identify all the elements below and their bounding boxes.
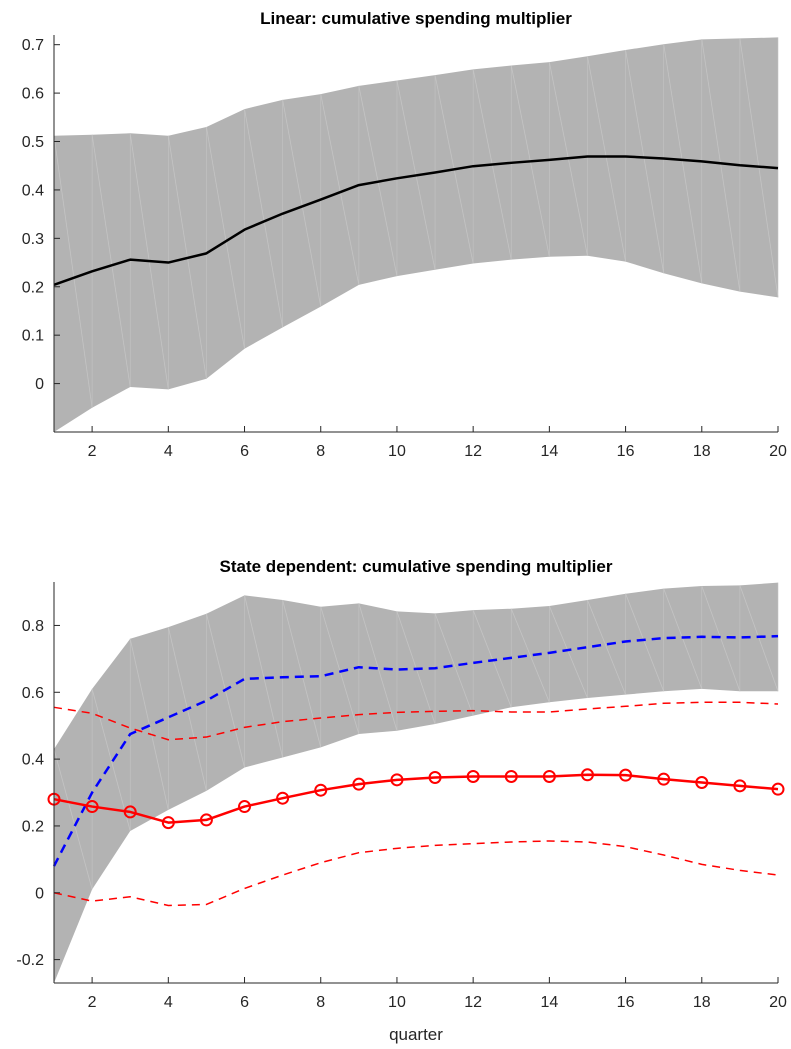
band-mesh-line [625,49,665,274]
band-mesh-line [701,39,741,292]
y-tick-label: 0.4 [22,752,44,769]
x-tick-label: 18 [693,443,711,460]
series-marker [580,768,594,782]
band-mesh-line [510,608,550,703]
state-dependent-plot-area: 2 4 6 8 10 12 14 16 18 20 -0.2 0 0.2 0.4 0.6 0.8 [16,582,787,1011]
y-tick-label: 0.2 [22,279,44,296]
x-tick-label: 14 [540,443,558,460]
series-marker [276,791,290,805]
x-tick-label: 16 [617,994,635,1011]
series-marker [352,777,366,791]
x-tick-label: 4 [164,994,173,1011]
band-mesh-line [549,605,588,699]
series-line-0 [52,634,779,867]
series-marker [504,769,518,783]
series-marker [542,769,556,783]
x-tick-label: 2 [88,994,97,1011]
band-mesh-line [472,609,512,708]
confidence-band [54,582,778,983]
series-marker [85,800,99,814]
series-marker [695,776,709,789]
band-mesh-line [434,613,474,716]
band-mesh-line [625,593,665,692]
series-line-0 [53,155,779,286]
series-marker [771,782,785,796]
series-marker [238,800,252,814]
series-marker [161,816,175,830]
band-mesh-line [244,109,284,328]
x-tick-label: 14 [540,994,558,1011]
x-tick-label: 10 [388,994,406,1011]
y-tick-label: 0.6 [22,685,44,702]
x-tick-label: 6 [240,443,249,460]
x-tick-label: 8 [316,994,325,1011]
x-tick-label: 12 [464,994,482,1011]
x-tick-label: 20 [769,994,787,1011]
band-mesh-line [663,588,703,690]
x-tick-label: 16 [617,443,635,460]
series-marker [657,772,671,786]
x-tick-label: 2 [88,443,97,460]
x-tick-label: 20 [769,443,787,460]
y-tick-label: 0 [35,376,44,393]
x-tick-label: 4 [164,443,173,460]
series-marker [428,770,442,784]
band-mesh-line [358,603,398,731]
band-mesh-line [53,748,93,890]
band-mesh-line [244,595,284,758]
series-marker [314,783,328,797]
y-tick-label: 0.8 [22,618,44,635]
series-line-2 [53,701,779,741]
band-mesh-line [320,93,360,285]
linear-plot-area: 2 4 6 8 10 12 14 16 18 20 0 0.1 0.2 0.3 0.4 0.5 0.6 0.7 [22,35,787,460]
y-tick-label: 0.6 [22,86,44,103]
y-tick-label: 0.4 [22,182,44,199]
x-axis-label: quarter [389,1025,443,1044]
band-mesh-line [587,599,626,695]
band-mesh-line [739,585,779,692]
band-mesh-line [91,688,131,832]
linear-chart-title: Linear: cumulative spending multiplier [260,9,572,28]
series-marker [123,805,137,819]
x-tick-label: 8 [316,443,325,460]
series-marker [466,769,480,783]
band-mesh-line [91,134,131,388]
confidence-band [54,37,778,433]
x-tick-label: 10 [388,443,406,460]
band-mesh-line [206,126,245,349]
band-mesh-line [701,585,741,692]
series-marker [733,779,747,793]
x-tick-label: 12 [464,443,482,460]
series-marker [199,813,213,827]
band-mesh-line [53,135,93,408]
series-marker [390,773,404,787]
y-tick-label: 0 [35,885,44,902]
band-mesh-line [282,599,322,748]
linear-panel: Linear: cumulative spending multiplier 2… [22,9,787,460]
y-tick-label: 0.1 [22,328,44,345]
y-tick-label: 0.5 [22,134,44,151]
state-dependent-chart-title: State dependent: cumulative spending mul… [220,557,613,576]
y-tick-label: -0.2 [16,952,44,969]
y-tick-label: 0.2 [22,818,44,835]
series-marker [619,768,633,782]
y-tick-label: 0.3 [22,231,44,248]
y-tick-label: 0.7 [22,37,44,54]
band-mesh-line [663,44,703,284]
band-mesh-line [320,606,360,735]
state-dependent-panel: State dependent: cumulative spending mul… [16,557,787,1044]
band-mesh-line [587,56,626,262]
x-tick-label: 6 [240,994,249,1011]
band-mesh-line [282,99,322,307]
x-tick-label: 18 [693,994,711,1011]
